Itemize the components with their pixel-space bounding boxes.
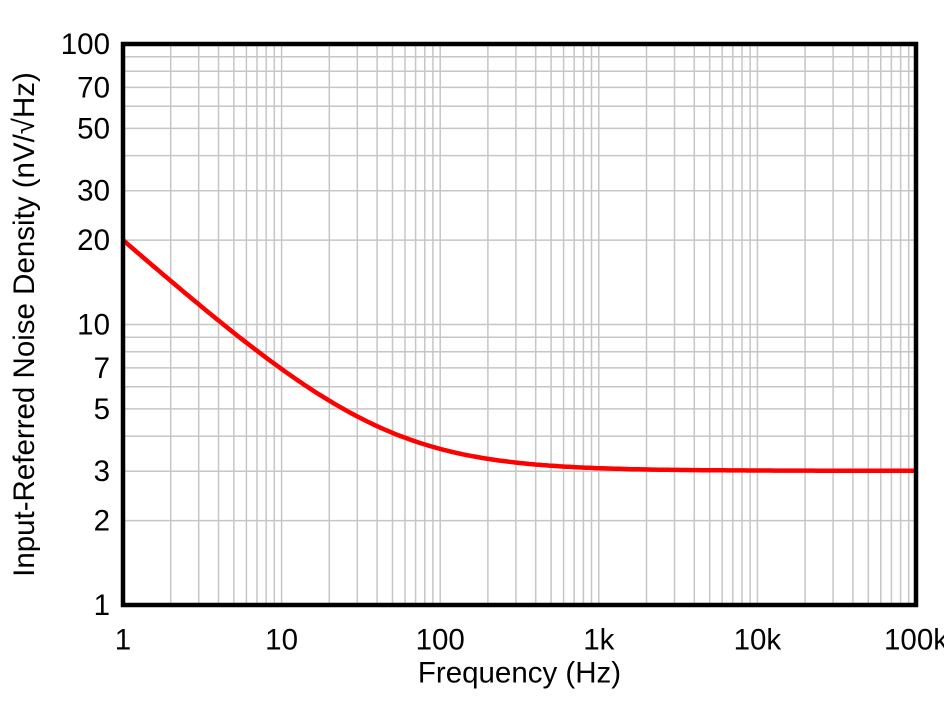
- svg-text:30: 30: [77, 175, 110, 208]
- svg-text:10k: 10k: [734, 624, 782, 657]
- svg-text:100k: 100k: [884, 624, 944, 657]
- svg-text:5: 5: [94, 393, 110, 426]
- svg-text:3: 3: [94, 455, 110, 488]
- svg-text:20: 20: [77, 224, 110, 257]
- svg-text:7: 7: [94, 352, 110, 385]
- svg-text:1: 1: [115, 624, 131, 657]
- svg-text:2: 2: [94, 505, 110, 538]
- svg-text:1: 1: [94, 589, 110, 622]
- svg-text:Input-Referred Noise Density (: Input-Referred Noise Density (nV/√Hz): [8, 72, 41, 577]
- svg-text:10: 10: [77, 309, 110, 342]
- svg-text:50: 50: [77, 112, 110, 145]
- svg-text:Frequency (Hz): Frequency (Hz): [418, 657, 621, 690]
- svg-text:1k: 1k: [583, 624, 614, 657]
- svg-text:10: 10: [265, 624, 298, 657]
- svg-text:100: 100: [61, 28, 110, 61]
- svg-text:70: 70: [77, 71, 110, 104]
- svg-text:100: 100: [416, 624, 465, 657]
